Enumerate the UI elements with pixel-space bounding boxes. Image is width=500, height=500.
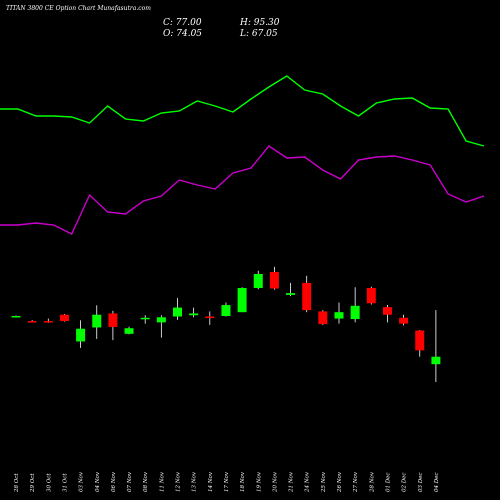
chart-title: TITAN 3800 CE Option Chart Munafasutra.c… [6, 5, 151, 12]
candle-body [415, 330, 425, 351]
candle-body [431, 356, 441, 365]
x-tick-label: 31 Oct [62, 473, 68, 492]
candle-body [76, 328, 86, 342]
x-tick-label: 29 Oct [30, 473, 36, 493]
x-tick-label: 17 Nov [224, 471, 230, 492]
x-tick-label: 30 Oct [46, 473, 52, 492]
x-tick-label: 26 Nov [337, 471, 343, 493]
candle-body [286, 293, 296, 295]
candle-body [27, 321, 37, 323]
green-indicator-line [0, 75, 485, 147]
candle-body [156, 317, 166, 323]
x-tick-label: 25 Nov [321, 471, 327, 493]
x-tick-label: 13 Nov [192, 471, 198, 492]
x-tick-label: 11 Nov [159, 471, 165, 492]
x-tick-label: 21 Nov [289, 471, 295, 493]
candle-26-nov [334, 302, 344, 324]
candle-body [399, 317, 409, 324]
candle-body [108, 313, 118, 327]
x-tick-label: 01 Dec [385, 473, 391, 493]
candle-body [318, 311, 328, 325]
x-tick-label: 07 Nov [127, 471, 133, 492]
candle-21-nov [286, 282, 296, 297]
x-tick-label: 02 Dec [402, 473, 408, 493]
candle-17-nov [221, 302, 231, 317]
candle-30-oct [43, 318, 53, 323]
x-axis-labels: 28 Oct 29 Oct 30 Oct 31 Oct 03 Nov 04 Nov 06 N… [14, 471, 440, 493]
x-tick-label: 20 Nov [272, 471, 278, 493]
candle-body [237, 288, 247, 313]
candle-06-nov [108, 310, 118, 341]
candle-body [11, 316, 21, 318]
candle-25-nov [318, 310, 328, 325]
candle-13-nov [189, 307, 199, 318]
candle-body [221, 305, 231, 316]
candle-14-nov [205, 311, 215, 325]
candle-body [269, 271, 279, 289]
candle-03-dec [415, 330, 425, 357]
candle-28-nov [366, 286, 376, 305]
candle-body [366, 288, 376, 304]
candle-20-nov [269, 266, 279, 290]
x-tick-label: 28 Oct [14, 473, 20, 493]
x-tick-label: 19 Nov [256, 471, 262, 492]
candle-01-dec [382, 305, 392, 323]
candles [11, 266, 441, 383]
green-line-path [0, 75, 485, 147]
candle-body [189, 313, 199, 316]
candle-body [205, 316, 215, 319]
open-value: O: 74.05 [163, 29, 203, 39]
candle-24-nov [302, 275, 312, 313]
candle-body [334, 312, 344, 319]
candle-body [59, 314, 69, 322]
candle-body [253, 274, 263, 288]
magenta-indicator-line [0, 145, 485, 235]
x-tick-label: 14 Nov [208, 471, 214, 492]
candle-08-nov [140, 315, 150, 324]
candle-body [173, 307, 182, 317]
candle-02-dec [399, 314, 409, 326]
x-tick-label: 27 Nov [353, 471, 359, 493]
low-value: L: 67.05 [240, 29, 278, 39]
candle-07-nov [124, 326, 134, 335]
x-tick-label: 03 Nov [79, 471, 85, 492]
x-tick-label: 04 Dec [434, 473, 440, 493]
candle-body [43, 321, 53, 323]
candle-body [124, 328, 134, 334]
candle-03-nov [76, 320, 86, 348]
x-tick-label: 08 Nov [143, 471, 149, 492]
candle-body [350, 305, 360, 320]
candle-28-oct [11, 315, 21, 318]
candle-19-nov [253, 270, 263, 290]
candle-body [140, 317, 150, 320]
candle-18-nov [237, 287, 247, 313]
candle-body [382, 307, 392, 315]
candle-04-dec [431, 310, 441, 383]
candle-body [302, 282, 312, 311]
high-value: H: 95.30 [240, 18, 280, 28]
x-tick-label: 04 Nov [95, 471, 101, 492]
x-tick-label: 24 Nov [305, 471, 311, 493]
candle-29-oct [27, 320, 37, 323]
x-tick-label: 28 Nov [369, 471, 375, 493]
candle-27-nov [350, 287, 360, 323]
candle-31-oct [59, 313, 69, 322]
x-tick-label: 03 Dec [418, 473, 424, 493]
candle-11-nov [156, 315, 166, 338]
x-tick-label: 12 Nov [176, 471, 182, 492]
close-value: C: 77.00 [163, 18, 202, 28]
candle-body [92, 314, 102, 328]
x-tick-label: 06 Nov [111, 471, 117, 492]
magenta-line-path [0, 145, 485, 235]
x-tick-label: 18 Nov [240, 471, 246, 492]
candle-12-nov [173, 298, 182, 320]
candle-04-nov [92, 305, 102, 339]
